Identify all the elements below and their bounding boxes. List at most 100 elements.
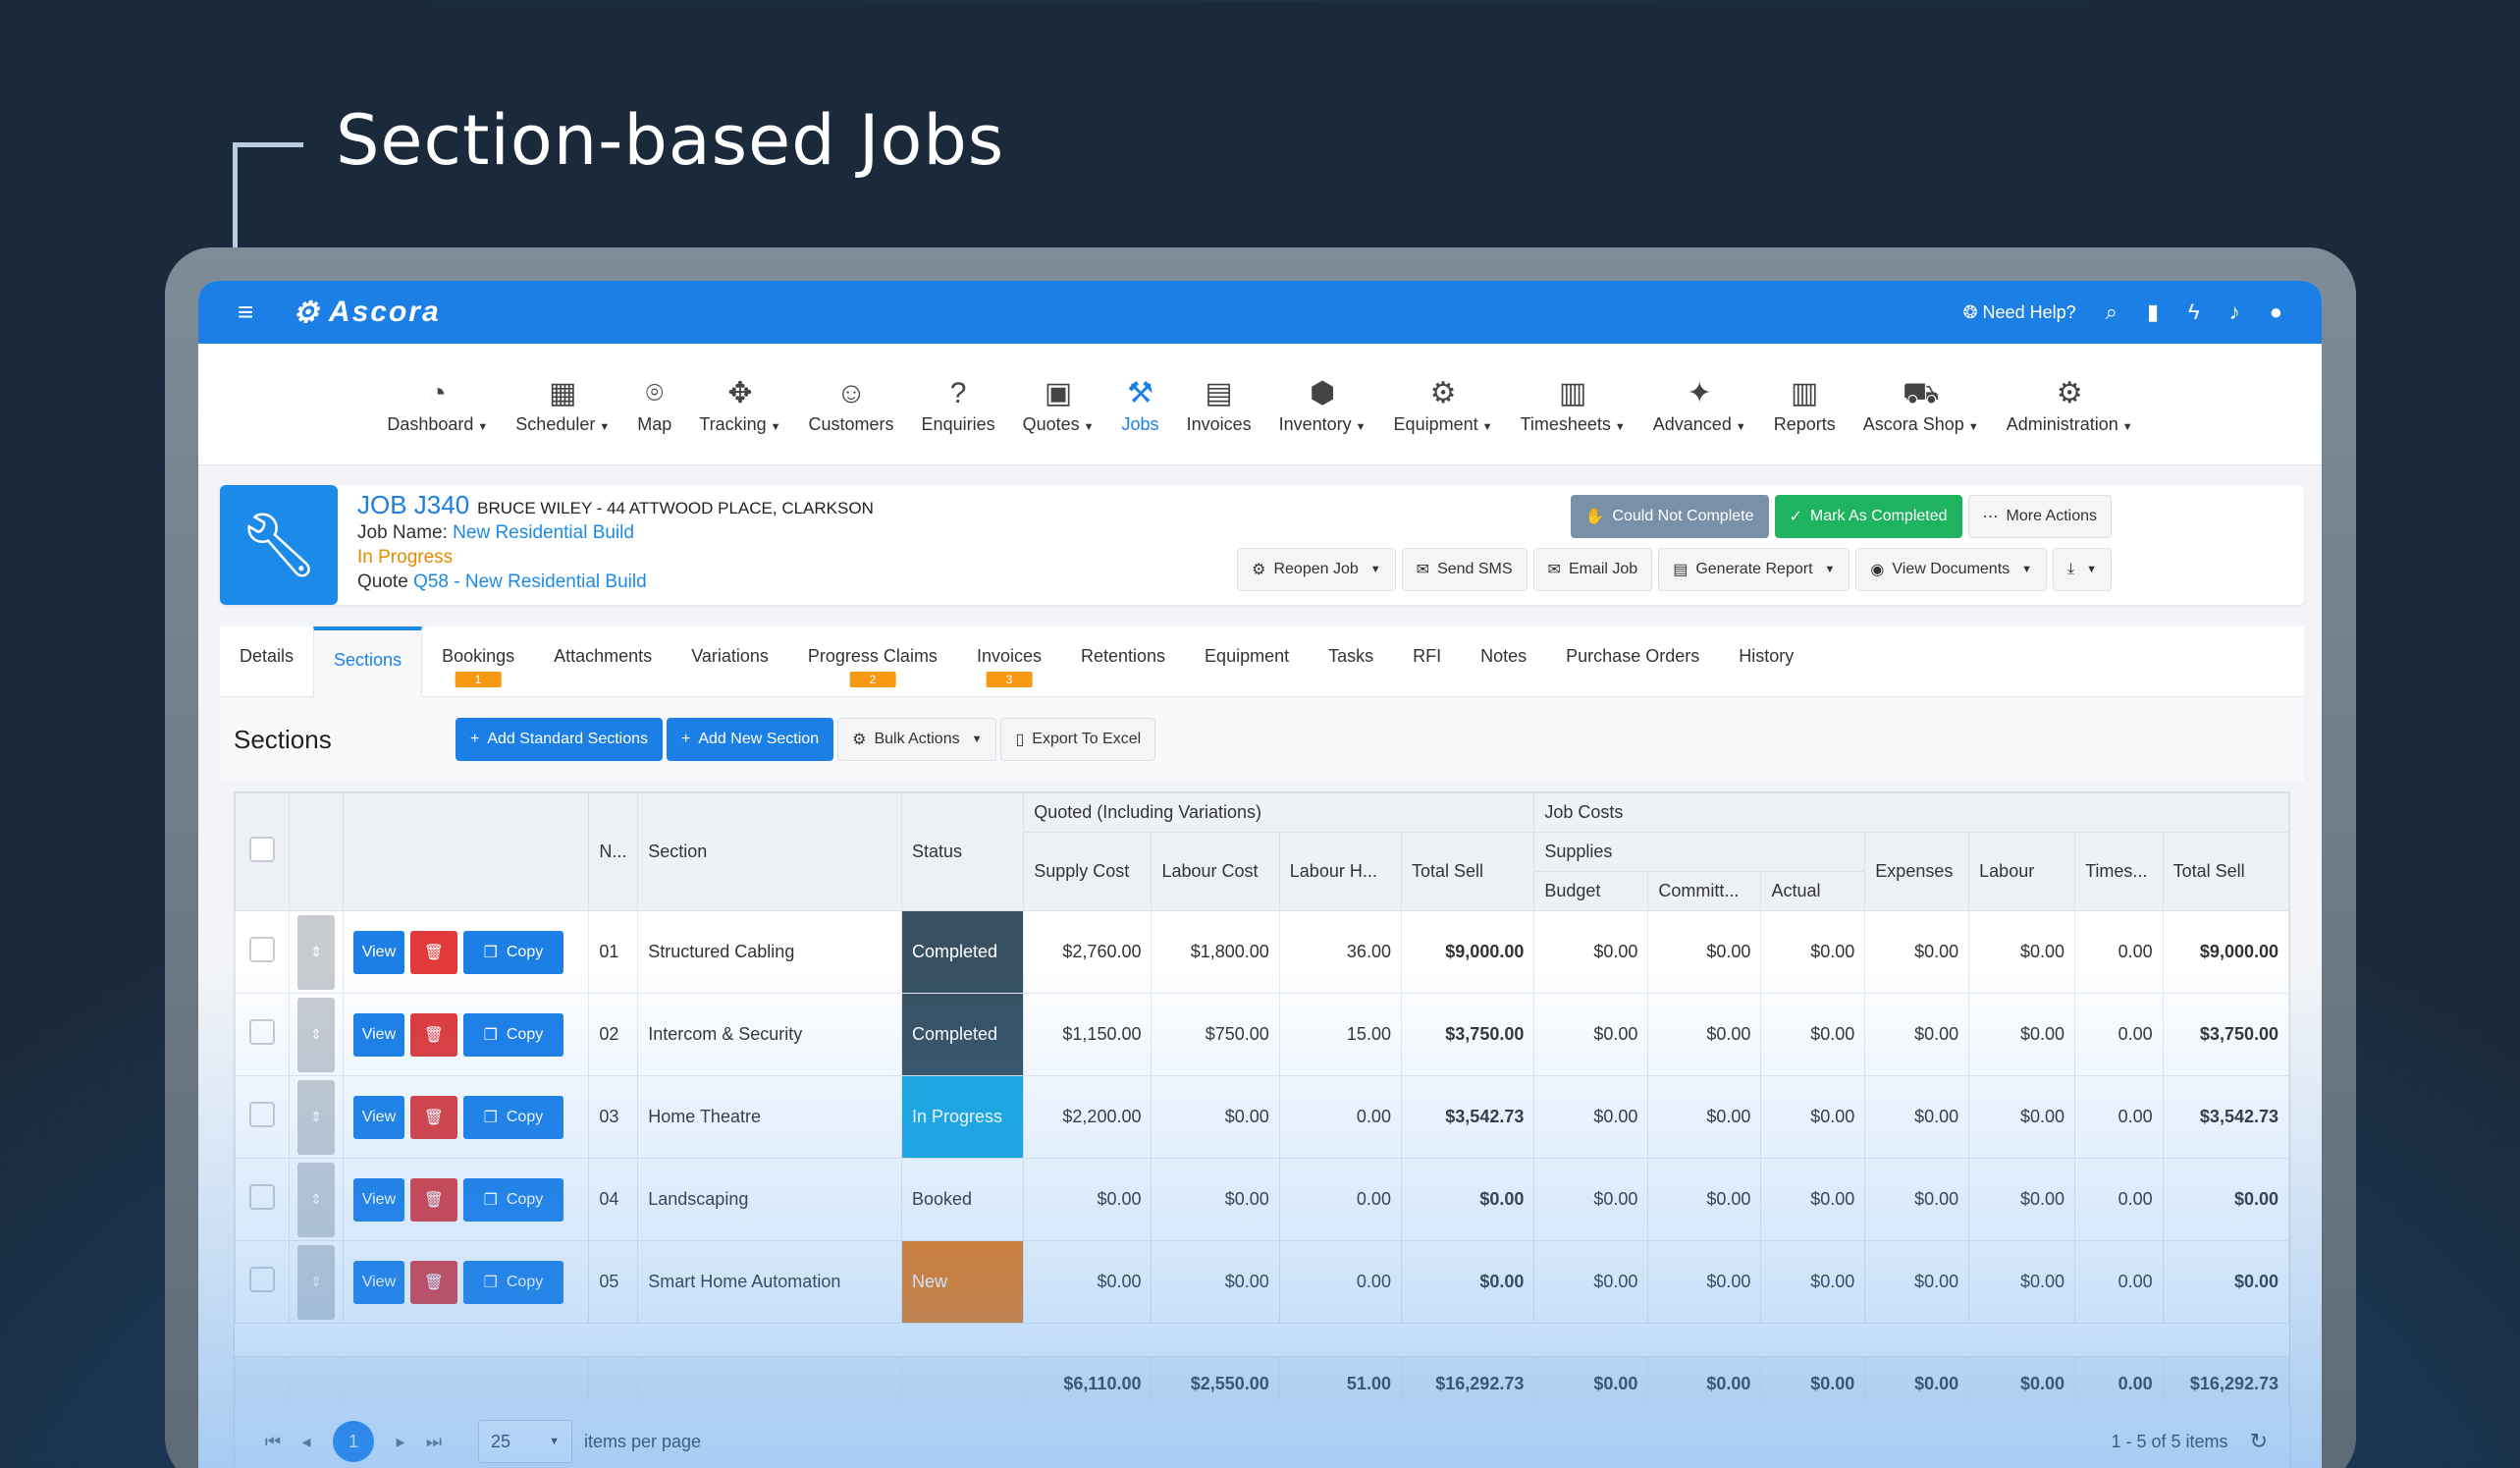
nav-dashboard[interactable]: ◔ Dashboard ▼ xyxy=(373,373,502,435)
tab-variations[interactable]: Variations xyxy=(691,646,769,666)
col-labour-hours[interactable]: Labour H... xyxy=(1278,832,1402,911)
drag-handle-icon[interactable]: ⇕ xyxy=(296,1162,335,1237)
col-job-total-sell[interactable]: Total Sell xyxy=(2162,832,2290,911)
nav-timesheets[interactable]: ▥ Timesheets ▼ xyxy=(1507,373,1639,435)
tab-details[interactable]: Details xyxy=(240,646,295,666)
add-standard-sections-button[interactable]: + Add Standard Sections xyxy=(456,718,664,761)
delete-button[interactable]: 🗑︎ xyxy=(409,1095,457,1139)
nav-tracking[interactable]: ✥ Tracking ▼ xyxy=(685,373,794,435)
tab-tasks[interactable]: Tasks xyxy=(1328,646,1374,666)
prev-page-icon[interactable]: ◂ xyxy=(301,1431,311,1451)
view-documents-button[interactable]: ◉ View Documents ▼ xyxy=(1855,548,2048,591)
copy-button[interactable]: ❐ Copy xyxy=(462,1177,563,1222)
tab-notes[interactable]: Notes xyxy=(1480,646,1528,666)
next-page-icon[interactable]: ▸ xyxy=(396,1431,405,1451)
last-page-icon[interactable]: ⏭ xyxy=(425,1431,443,1451)
copy-button[interactable]: ❐ Copy xyxy=(462,1260,563,1304)
delete-button[interactable]: 🗑︎ xyxy=(409,1177,457,1222)
ascora-logo[interactable]: ⚙ Ascora xyxy=(293,296,441,329)
user-icon[interactable]: ● xyxy=(2269,299,2282,324)
col-expenses[interactable]: Expenses xyxy=(1864,832,1970,911)
row-checkbox[interactable] xyxy=(248,1102,275,1127)
view-button[interactable]: View xyxy=(352,1260,404,1304)
send-sms-button[interactable]: ✉ Send SMS xyxy=(1401,548,1528,591)
nav-enquiries[interactable]: ? Enquiries xyxy=(908,373,1009,435)
view-button[interactable]: View xyxy=(352,930,404,974)
row-checkbox[interactable] xyxy=(248,937,275,962)
tab-rfi[interactable]: RFI xyxy=(1413,646,1442,666)
col-actual[interactable]: Actual xyxy=(1760,871,1866,911)
delete-button[interactable]: 🗑︎ xyxy=(409,930,457,974)
table-row[interactable]: ⇕ View 🗑︎ ❐ Copy 03 Home Theatre In Progre… xyxy=(235,1075,2290,1159)
could-not-complete-button[interactable]: ✋ Could Not Complete xyxy=(1570,495,1769,538)
col-job-labour[interactable]: Labour xyxy=(1968,832,2076,911)
col-timesheets[interactable]: Times... xyxy=(2074,832,2164,911)
nav-map[interactable]: ⌾ Map xyxy=(623,373,685,435)
tab-sections[interactable]: Sections xyxy=(313,626,423,697)
tab-equipment[interactable]: Equipment xyxy=(1205,646,1290,666)
bulk-actions-button[interactable]: ⚙ Bulk Actions ▼ xyxy=(837,718,997,761)
export-to-excel-button[interactable]: ▯ Export To Excel xyxy=(1000,718,1156,761)
nav-ascora-shop[interactable]: ⛟ Ascora Shop ▼ xyxy=(1850,373,1993,435)
delete-button[interactable]: 🗑︎ xyxy=(409,1012,457,1057)
table-row[interactable]: ⇕ View 🗑︎ ❐ Copy 01 Structured Cabling Com… xyxy=(235,910,2290,994)
bookmark-icon[interactable]: ▮ xyxy=(2146,299,2160,324)
col-number[interactable]: N... xyxy=(588,792,639,911)
select-all-checkbox[interactable] xyxy=(248,837,275,862)
col-supply-cost[interactable]: Supply Cost xyxy=(1023,832,1153,911)
need-help-link[interactable]: ❂ Need Help? xyxy=(1962,301,2076,322)
search-icon[interactable]: ⌕ xyxy=(2105,299,2118,324)
view-button[interactable]: View xyxy=(352,1012,404,1057)
nav-equipment[interactable]: ⚙ Equipment ▼ xyxy=(1380,373,1507,435)
col-total-sell[interactable]: Total Sell xyxy=(1400,832,1535,911)
refresh-icon[interactable]: ↻ xyxy=(2249,1429,2268,1453)
tab-invoices[interactable]: Invoices 3 xyxy=(976,646,1042,687)
drag-handle-icon[interactable]: ⇕ xyxy=(296,914,335,990)
add-new-section-button[interactable]: + Add New Section xyxy=(667,718,834,761)
bell-icon[interactable]: ♪ xyxy=(2228,299,2240,324)
nav-inventory[interactable]: ⬢ Inventory ▼ xyxy=(1265,373,1380,435)
copy-button[interactable]: ❐ Copy xyxy=(462,1012,563,1057)
reopen-job-button[interactable]: ⚙ Reopen Job ▼ xyxy=(1237,548,1396,591)
generate-report-button[interactable]: ▤ Generate Report ▼ xyxy=(1658,548,1850,591)
nav-jobs[interactable]: ⚒ Jobs xyxy=(1108,373,1173,435)
tab-progress-claims[interactable]: Progress Claims 2 xyxy=(807,646,938,687)
col-labour-cost[interactable]: Labour Cost xyxy=(1151,832,1280,911)
copy-button[interactable]: ❐ Copy xyxy=(462,1095,563,1139)
col-section[interactable]: Section xyxy=(637,792,902,911)
hamburger-menu-icon[interactable]: ≡ xyxy=(238,297,254,327)
first-page-icon[interactable]: ⏮ xyxy=(264,1431,282,1451)
nav-quotes[interactable]: ▣ Quotes ▼ xyxy=(1009,373,1108,435)
view-button[interactable]: View xyxy=(352,1177,404,1222)
delete-button[interactable]: 🗑︎ xyxy=(409,1260,457,1304)
drag-handle-icon[interactable]: ⇕ xyxy=(296,997,335,1072)
drag-handle-icon[interactable]: ⇕ xyxy=(296,1079,335,1155)
col-status[interactable]: Status xyxy=(900,792,1025,911)
row-checkbox[interactable] xyxy=(248,1019,275,1045)
more-actions-button[interactable]: ⋯ More Actions xyxy=(1967,495,2112,538)
tab-bookings[interactable]: Bookings 1 xyxy=(442,646,515,687)
download-button[interactable]: ⤓ ▼ xyxy=(2053,548,2112,591)
page-size-select[interactable]: 25 ▼ xyxy=(478,1420,572,1463)
tab-history[interactable]: History xyxy=(1739,646,1795,666)
col-budget[interactable]: Budget xyxy=(1533,871,1649,911)
mark-as-completed-button[interactable]: ✓ Mark As Completed xyxy=(1774,495,1962,538)
row-checkbox[interactable] xyxy=(248,1267,275,1292)
copy-button[interactable]: ❐ Copy xyxy=(462,930,563,974)
email-job-button[interactable]: ✉ Email Job xyxy=(1532,548,1653,591)
job-name-link[interactable]: New Residential Build xyxy=(453,522,634,543)
tab-retentions[interactable]: Retentions xyxy=(1080,646,1166,666)
col-committed[interactable]: Committ... xyxy=(1647,871,1762,911)
current-page[interactable]: 1 xyxy=(333,1421,374,1462)
nav-customers[interactable]: ☺ Customers xyxy=(795,373,908,435)
nav-reports[interactable]: ▥ Reports xyxy=(1760,373,1850,435)
view-button[interactable]: View xyxy=(352,1095,404,1139)
nav-advanced[interactable]: ✦ Advanced ▼ xyxy=(1639,373,1760,435)
nav-administration[interactable]: ⚙ Administration ▼ xyxy=(1993,373,2147,435)
quote-link[interactable]: Q58 - New Residential Build xyxy=(413,571,647,592)
tab-purchase-orders[interactable]: Purchase Orders xyxy=(1566,646,1700,666)
lightning-icon[interactable]: ϟ xyxy=(2188,299,2200,324)
table-row[interactable]: ⇕ View 🗑︎ ❐ Copy 02 Intercom & Security Co… xyxy=(235,993,2290,1076)
tab-attachments[interactable]: Attachments xyxy=(554,646,653,666)
drag-handle-icon[interactable]: ⇕ xyxy=(296,1244,335,1320)
